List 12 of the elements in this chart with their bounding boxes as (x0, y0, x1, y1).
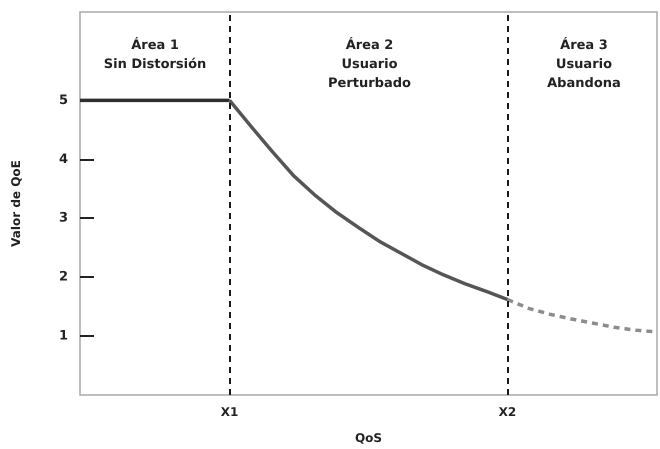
y-tick-label: 4 (58, 152, 68, 167)
annotation: Área 3 Usuario Abandona (547, 36, 621, 91)
annotation: Área 2 Usuario Perturbado (328, 36, 412, 91)
x-tick-label: X2 (498, 405, 516, 419)
x-tick-label: X1 (220, 405, 238, 419)
y-tick-label: 5 (58, 92, 68, 108)
annotation: Área 1 Sin Distorsión (104, 36, 206, 72)
y-tick-label: 1 (58, 328, 68, 344)
x-axis-title: QoS (354, 431, 382, 445)
y-axis-title: Valor de QoE (9, 160, 23, 247)
y-tick-label: 3 (58, 210, 68, 226)
y-tick-label: 2 (58, 270, 68, 285)
